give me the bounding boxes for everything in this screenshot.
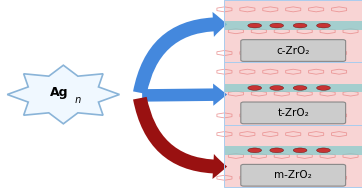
FancyBboxPatch shape (241, 40, 346, 61)
FancyBboxPatch shape (224, 0, 362, 62)
FancyBboxPatch shape (224, 84, 362, 92)
FancyArrowPatch shape (133, 97, 227, 179)
Text: n: n (72, 95, 82, 105)
FancyBboxPatch shape (241, 164, 346, 186)
Ellipse shape (248, 148, 262, 153)
Ellipse shape (270, 148, 283, 153)
FancyBboxPatch shape (224, 125, 362, 187)
Ellipse shape (270, 86, 283, 90)
Ellipse shape (293, 23, 307, 28)
FancyArrowPatch shape (142, 84, 227, 106)
Text: c-ZrO₂: c-ZrO₂ (277, 46, 310, 56)
Text: m-ZrO₂: m-ZrO₂ (274, 170, 312, 180)
Ellipse shape (317, 23, 331, 28)
Ellipse shape (293, 148, 307, 153)
Ellipse shape (248, 86, 262, 90)
Text: t-ZrO₂: t-ZrO₂ (277, 108, 309, 118)
Ellipse shape (248, 23, 262, 28)
Polygon shape (7, 65, 119, 124)
FancyBboxPatch shape (241, 102, 346, 124)
Text: Ag: Ag (50, 86, 68, 99)
FancyArrowPatch shape (133, 12, 227, 94)
FancyBboxPatch shape (224, 146, 362, 155)
Ellipse shape (293, 86, 307, 90)
Ellipse shape (317, 86, 331, 90)
Ellipse shape (270, 23, 283, 28)
FancyBboxPatch shape (224, 21, 362, 30)
FancyBboxPatch shape (224, 62, 362, 125)
Ellipse shape (317, 148, 331, 153)
